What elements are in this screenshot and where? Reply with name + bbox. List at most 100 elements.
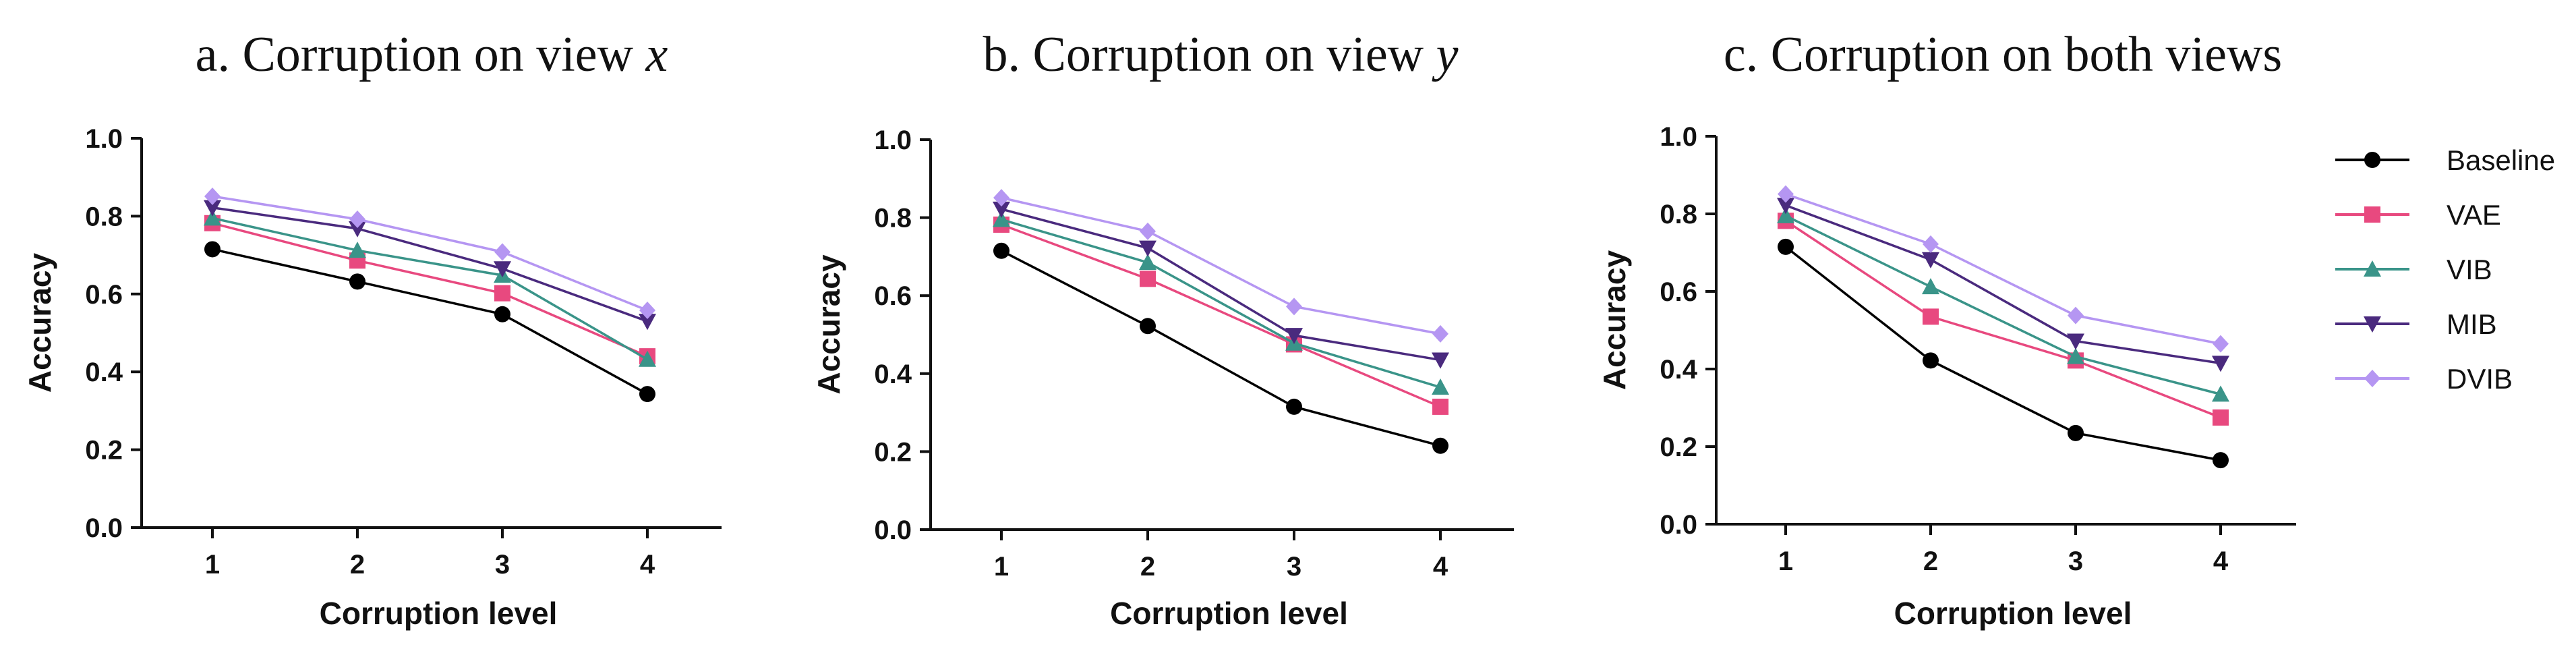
series-vae — [993, 217, 1448, 415]
data-point — [1432, 378, 1449, 395]
series-line — [1001, 196, 1441, 335]
data-point — [993, 189, 1009, 207]
x-tick-label: 1 — [1778, 546, 1793, 576]
series-dvib — [204, 187, 655, 320]
y-tick-label: 0.0 — [874, 515, 912, 545]
series-line — [212, 217, 648, 361]
y-tick-label: 1.0 — [874, 125, 912, 155]
x-tick-label: 2 — [1923, 546, 1938, 576]
data-point — [1432, 398, 1448, 415]
data-point — [1139, 254, 1157, 271]
data-point — [2212, 385, 2229, 402]
data-point — [1923, 352, 1939, 369]
series-line — [1001, 218, 1441, 389]
y-tick-label: 0.2 — [85, 436, 123, 465]
x-tick-label: 4 — [640, 550, 655, 580]
series-line — [1784, 246, 2221, 461]
panel-title: a. Corruption on view x — [196, 27, 668, 82]
series-line — [1785, 204, 2221, 365]
panel-title-variable: x — [645, 27, 668, 82]
x-tick-label: 1 — [994, 552, 1009, 582]
data-point — [1432, 324, 1448, 343]
data-point — [1922, 252, 1939, 269]
data-point — [1922, 278, 1939, 295]
data-point — [1432, 352, 1449, 369]
data-point — [1778, 238, 1794, 255]
data-point — [2213, 335, 2229, 353]
data-point — [204, 209, 221, 226]
series-line — [212, 248, 648, 395]
series-mib — [1777, 198, 2229, 372]
data-point — [1140, 271, 1156, 287]
data-point — [1140, 318, 1156, 335]
data-point — [1432, 437, 1448, 454]
series-line — [212, 222, 648, 358]
data-point — [494, 261, 511, 278]
data-point — [2213, 409, 2229, 426]
chart-panel-2: b. Corruption on view y 0.0 0.2 0.4 0.6 0.8 1.… — [811, 27, 1514, 631]
series-line — [1001, 223, 1441, 408]
data-point — [2067, 347, 2084, 364]
data-point — [1286, 298, 1302, 316]
series-line — [1785, 193, 2221, 345]
chart-panel-1: a. Corruption on view x 0.0 0.2 0.4 0.6 0.8 1.… — [22, 27, 722, 631]
series-line — [1785, 215, 2221, 396]
y-axis-label: Accuracy — [1597, 250, 1632, 391]
y-tick-label: 0.8 — [1660, 200, 1697, 229]
y-tick-label: 0.4 — [85, 358, 123, 387]
x-axis-label: Corruption level — [1894, 596, 2132, 631]
series-vae — [204, 215, 655, 365]
data-point — [639, 350, 656, 367]
y-tick-label: 0.2 — [1660, 432, 1697, 462]
data-point — [349, 221, 366, 237]
data-point — [639, 302, 655, 320]
legend-item-vib: VIB — [2335, 254, 2492, 285]
data-point — [349, 242, 366, 258]
data-point — [1923, 308, 1939, 325]
data-point — [1923, 235, 1939, 253]
y-tick-label: 0.6 — [1660, 277, 1697, 307]
series-baseline — [1778, 238, 2229, 469]
data-point — [2213, 452, 2229, 469]
data-point — [639, 386, 655, 403]
legend-label: Baseline — [2447, 144, 2555, 176]
series-dvib — [993, 189, 1448, 343]
y-tick-label: 0.4 — [874, 360, 912, 389]
data-point — [1778, 185, 1794, 203]
data-point — [1285, 328, 1303, 345]
y-tick-label: 0.8 — [874, 204, 912, 233]
y-tick-label: 0.0 — [85, 513, 123, 543]
series-vib — [1777, 206, 2229, 402]
y-tick-label: 1.0 — [1660, 122, 1697, 152]
y-tick-label: 1.0 — [85, 124, 123, 154]
x-tick-label: 4 — [2213, 546, 2229, 576]
data-point — [1140, 222, 1156, 240]
y-tick-label: 0.6 — [85, 280, 123, 310]
y-tick-label: 0.6 — [874, 281, 912, 311]
legend-label: DVIB — [2447, 363, 2513, 395]
legend-item-vae: VAE — [2335, 199, 2501, 231]
series-line — [212, 206, 648, 322]
legend-marker — [2364, 316, 2381, 333]
legend: Baseline VAE VIB MIB DVIB — [2335, 144, 2555, 395]
data-point — [639, 314, 656, 331]
legend-marker — [2364, 206, 2380, 223]
y-axis-label: Accuracy — [811, 254, 846, 395]
x-axis-label: Corruption level — [1110, 596, 1348, 631]
y-tick-label: 0.0 — [1660, 510, 1697, 540]
y-tick-label: 0.8 — [85, 202, 123, 231]
x-tick-label: 3 — [495, 550, 510, 580]
series-line — [1785, 219, 2221, 419]
data-point — [1777, 198, 1794, 215]
data-point — [349, 210, 365, 229]
x-tick-label: 3 — [2068, 546, 2083, 576]
series-line — [1001, 208, 1441, 362]
data-point — [1139, 240, 1157, 257]
data-point — [204, 200, 221, 217]
series-vib — [204, 209, 656, 367]
data-point — [494, 243, 510, 261]
data-point — [993, 242, 1009, 259]
legend-marker — [2364, 370, 2380, 387]
x-tick-label: 2 — [350, 550, 365, 580]
data-point — [2212, 356, 2229, 372]
